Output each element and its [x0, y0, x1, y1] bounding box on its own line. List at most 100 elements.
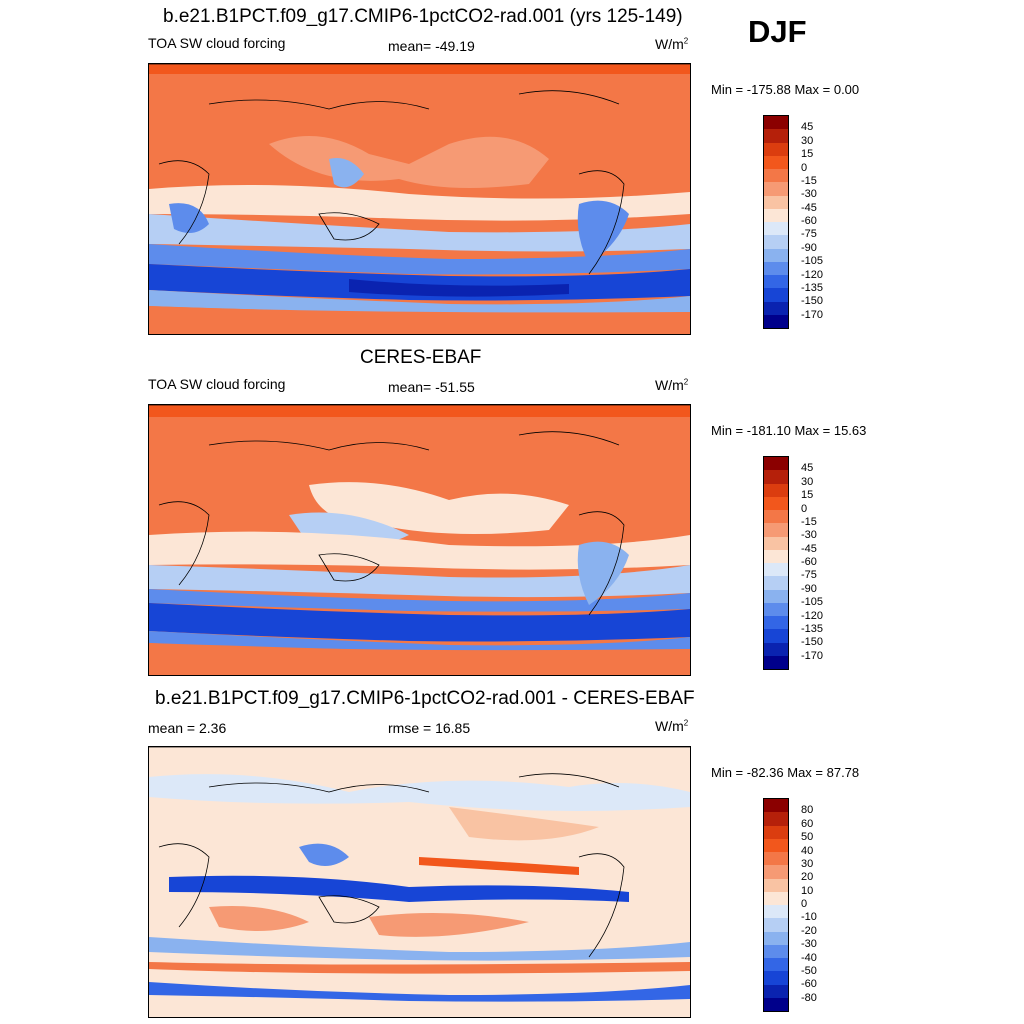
- panel-1-title: b.e21.B1PCT.f09_g17.CMIP6-1pctCO2-rad.00…: [163, 6, 683, 27]
- colorbar-tick-label: -40: [801, 951, 817, 964]
- panel-1-variable-label: TOA SW cloud forcing: [148, 35, 286, 51]
- colorbar-tick-label: -135: [801, 281, 824, 294]
- colorbar-swatch: [764, 129, 788, 143]
- colorbar-swatch: [764, 576, 788, 590]
- colorbar-swatch: [764, 222, 788, 236]
- panel-3-title: b.e21.B1PCT.f09_g17.CMIP6-1pctCO2-rad.00…: [155, 688, 695, 709]
- colorbar-tick-label: -170: [801, 308, 824, 321]
- colorbar-swatch: [764, 510, 788, 524]
- panel-3-colorbar: [763, 798, 789, 1012]
- colorbar-tick-label: 45: [801, 121, 814, 134]
- colorbar-tick-label: 80: [801, 804, 814, 817]
- colorbar-swatch: [764, 878, 788, 892]
- colorbar-tick-label: 45: [801, 462, 814, 475]
- colorbar-tick-label: 20: [801, 871, 814, 884]
- colorbar-tick-label: -60: [801, 556, 817, 568]
- panel-2-mean-label: mean= -51.55: [388, 379, 475, 395]
- colorbar-swatch: [764, 655, 788, 669]
- colorbar-tick-label: -50: [801, 964, 817, 977]
- colorbar-tick-label: -45: [801, 201, 817, 214]
- colorbar-swatch: [764, 483, 788, 497]
- colorbar-tick-label: -20: [801, 924, 817, 937]
- colorbar-tick-label: 0: [801, 161, 808, 174]
- colorbar-swatch: [764, 799, 788, 813]
- colorbar-tick-label: 60: [801, 817, 814, 830]
- colorbar-swatch: [764, 248, 788, 262]
- panel-3-map: [148, 746, 691, 1018]
- colorbar-swatch: [764, 838, 788, 852]
- colorbar-swatch: [764, 314, 788, 328]
- colorbar-swatch: [764, 523, 788, 537]
- colorbar-swatch: [764, 616, 788, 630]
- colorbar-swatch: [764, 918, 788, 932]
- colorbar-tick-label: -150: [801, 636, 824, 649]
- colorbar-swatch: [764, 496, 788, 510]
- panel-3-minmax: Min = -82.36 Max = 87.78: [711, 765, 860, 780]
- colorbar-tick-label: -10: [801, 911, 817, 924]
- colorbar-swatch: [764, 116, 788, 130]
- colorbar-tick-label: -105: [801, 255, 824, 268]
- colorbar-swatch: [764, 208, 788, 222]
- panel-1-units: W/m2: [655, 36, 689, 52]
- colorbar-tick-label: -90: [801, 241, 817, 254]
- colorbar-swatch: [764, 642, 788, 656]
- colorbar-tick-label: -60: [801, 215, 817, 227]
- panel-1-mean-label: mean= -49.19: [388, 38, 475, 54]
- panel-2-map: [148, 404, 691, 676]
- colorbar-tick-label: -170: [801, 649, 824, 662]
- colorbar-swatch: [764, 891, 788, 905]
- colorbar-swatch: [764, 195, 788, 209]
- colorbar-tick-label: 30: [801, 857, 814, 870]
- colorbar-tick-label: -15: [801, 174, 817, 187]
- colorbar-swatch: [764, 825, 788, 839]
- colorbar-swatch: [764, 852, 788, 866]
- colorbar-tick-label: -120: [801, 268, 824, 281]
- colorbar-tick-label: 0: [801, 502, 808, 515]
- colorbar-tick-label: -15: [801, 515, 817, 528]
- panel-1-colorbar: [763, 115, 789, 329]
- colorbar-swatch: [764, 261, 788, 275]
- panel-2-units: W/m2: [655, 377, 689, 393]
- colorbar-swatch: [764, 288, 788, 302]
- panel-2-minmax: Min = -181.10 Max = 15.63: [711, 423, 867, 438]
- colorbar-swatch: [764, 602, 788, 616]
- colorbar-swatch: [764, 470, 788, 484]
- colorbar-tick-label: -45: [801, 542, 817, 555]
- colorbar-tick-label: -30: [801, 938, 817, 951]
- panel-3-units: W/m2: [655, 718, 689, 734]
- colorbar-tick-label: -60: [801, 978, 817, 991]
- colorbar-tick-label: -135: [801, 622, 824, 635]
- colorbar-swatch: [764, 997, 788, 1011]
- colorbar-swatch: [764, 142, 788, 156]
- colorbar-swatch: [764, 275, 788, 289]
- colorbar-swatch: [764, 457, 788, 471]
- colorbar-swatch: [764, 235, 788, 249]
- panel-1-map: [148, 63, 691, 335]
- colorbar-swatch: [764, 984, 788, 998]
- colorbar-tick-label: 15: [801, 148, 814, 161]
- colorbar-swatch: [764, 944, 788, 958]
- colorbar-tick-label: 40: [801, 844, 814, 857]
- colorbar-swatch: [764, 301, 788, 315]
- colorbar-swatch: [764, 169, 788, 183]
- colorbar-tick-label: -80: [801, 991, 817, 1004]
- colorbar-tick-label: 15: [801, 489, 814, 502]
- colorbar-tick-label: 50: [801, 831, 814, 844]
- colorbar-swatch: [764, 589, 788, 603]
- season-label: DJF: [748, 14, 807, 49]
- colorbar-tick-label: 10: [801, 884, 814, 897]
- colorbar-swatch: [764, 905, 788, 919]
- panel-3-rmse-label: rmse = 16.85: [388, 720, 471, 736]
- colorbar-swatch: [764, 958, 788, 972]
- colorbar-swatch: [764, 931, 788, 945]
- colorbar-tick-label: 30: [801, 134, 814, 147]
- colorbar-tick-label: 0: [801, 898, 808, 910]
- panel-3-mean-label: mean = 2.36: [148, 720, 227, 736]
- colorbar-swatch: [764, 155, 788, 169]
- colorbar-tick-label: -90: [801, 582, 817, 595]
- colorbar-tick-label: 30: [801, 475, 814, 488]
- colorbar-swatch: [764, 536, 788, 550]
- colorbar-swatch: [764, 182, 788, 196]
- colorbar-swatch: [764, 971, 788, 985]
- panel-2-colorbar: [763, 456, 789, 670]
